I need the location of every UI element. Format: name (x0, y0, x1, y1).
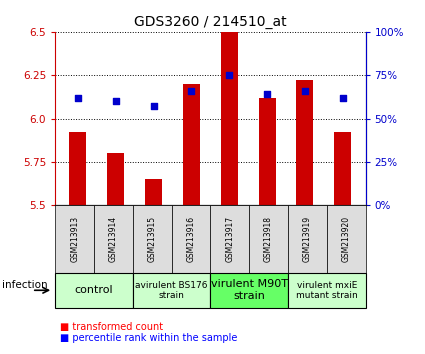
Bar (334, 132, 351, 205)
Text: GSM213915: GSM213915 (148, 216, 157, 262)
Text: control: control (75, 285, 113, 295)
Point (112, 98, 119, 104)
Text: virulent M90T
strain: virulent M90T strain (211, 279, 288, 301)
Text: GSM213916: GSM213916 (187, 216, 196, 262)
Text: ■ percentile rank within the sample: ■ percentile rank within the sample (60, 333, 237, 343)
Text: GSM213917: GSM213917 (225, 216, 234, 262)
Bar (107, 153, 124, 205)
Bar (297, 80, 314, 205)
Bar (69, 132, 86, 205)
Point (150, 104, 157, 109)
Bar (183, 84, 200, 205)
Text: GSM213914: GSM213914 (109, 216, 118, 262)
Point (188, 88, 195, 94)
Bar (221, 32, 238, 205)
Text: GSM213920: GSM213920 (342, 216, 351, 262)
Title: GDS3260 / 214510_at: GDS3260 / 214510_at (134, 16, 287, 29)
Text: infection: infection (2, 280, 48, 290)
Point (226, 73, 233, 78)
Text: virulent mxiE
mutant strain: virulent mxiE mutant strain (296, 281, 357, 300)
Text: avirulent BS176
strain: avirulent BS176 strain (135, 281, 208, 300)
Point (264, 91, 271, 97)
Text: GSM213918: GSM213918 (264, 216, 273, 262)
Text: GSM213919: GSM213919 (303, 216, 312, 262)
Point (302, 88, 309, 94)
Point (340, 95, 346, 101)
Point (74, 95, 81, 101)
Text: GSM213913: GSM213913 (70, 216, 79, 262)
Text: ■ transformed count: ■ transformed count (60, 322, 163, 332)
Bar (145, 179, 162, 205)
Bar (259, 98, 276, 205)
